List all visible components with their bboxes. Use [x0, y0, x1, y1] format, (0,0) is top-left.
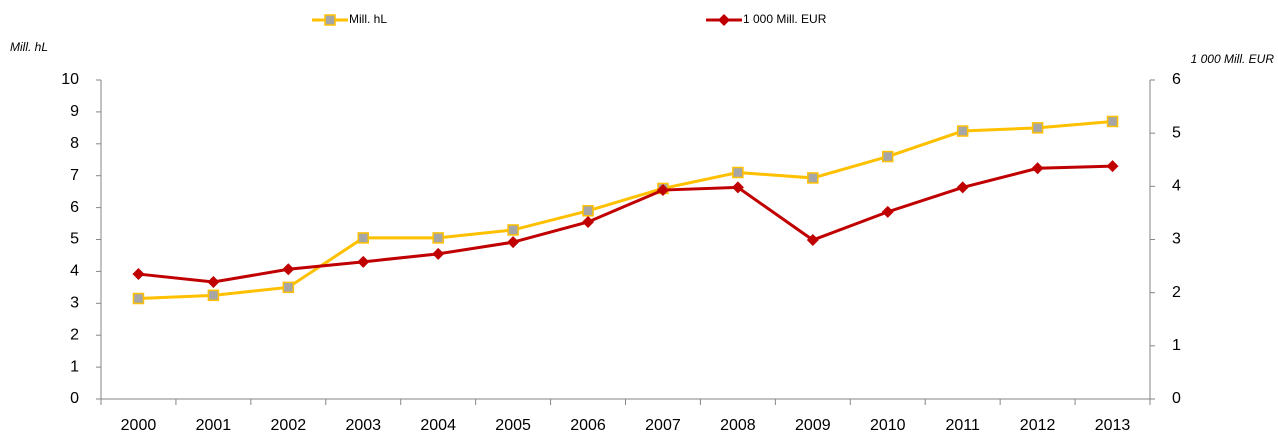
y-tick-label: 5: [70, 231, 79, 248]
marker-diamond: [357, 255, 370, 268]
y2-tick-label: 0: [1172, 390, 1181, 407]
y-tick-label: 10: [61, 71, 79, 88]
series-line: [138, 119, 1113, 301]
y-tick-label: 2: [70, 326, 79, 343]
marker-diamond: [806, 234, 819, 247]
legend-label: 1 000 Mill. EUR: [743, 12, 827, 26]
y-axis-title: Mill. hL: [10, 40, 48, 54]
marker-diamond: [207, 276, 220, 289]
x-tick-label: 2010: [870, 417, 906, 434]
y-tick-label: 6: [70, 199, 79, 216]
marker-diamond: [132, 268, 145, 281]
marker-diamond: [1031, 162, 1044, 175]
x-tick-label: 2000: [121, 417, 157, 434]
y-tick-label: 0: [70, 390, 79, 407]
y2-tick-label: 5: [1172, 124, 1181, 141]
series-line: [138, 164, 1113, 284]
y2-tick-label: 3: [1172, 231, 1181, 248]
marker-square: [1106, 115, 1119, 128]
marker-square: [282, 281, 295, 294]
x-tick-label: 2013: [1095, 417, 1131, 434]
x-tick-label: 2001: [196, 417, 232, 434]
x-tick-label: 2004: [420, 417, 456, 434]
y2-tick-label: 1: [1172, 337, 1181, 354]
x-tick-label: 2003: [345, 417, 381, 434]
marker-square: [432, 232, 444, 244]
marker-square: [882, 150, 894, 163]
legend-label: Mill. hL: [349, 12, 387, 26]
marker-square: [507, 224, 519, 236]
marker-square: [807, 172, 819, 184]
y2-axis-title: 1 000 Mill. EUR: [1191, 52, 1275, 66]
marker-square: [732, 166, 744, 179]
marker-diamond: [656, 184, 669, 197]
marker-square: [357, 232, 369, 244]
marker-square: [582, 205, 594, 217]
y-tick-label: 4: [70, 263, 79, 280]
y2-tick-label: 6: [1172, 71, 1181, 88]
marker-diamond: [432, 247, 445, 260]
y-tick-label: 1: [70, 358, 79, 375]
y2-tick-label: 2: [1172, 284, 1181, 301]
x-tick-label: 2009: [795, 417, 831, 434]
x-tick-label: 2007: [645, 417, 681, 434]
x-tick-label: 2006: [570, 417, 606, 434]
x-tick-label: 2002: [271, 417, 307, 434]
y-tick-label: 3: [70, 295, 79, 312]
x-tick-label: 2008: [720, 417, 756, 434]
marker-diamond: [507, 236, 520, 249]
marker-square: [207, 289, 220, 302]
x-tick-label: 2005: [495, 417, 531, 434]
marker-diamond: [582, 215, 595, 228]
marker-square: [132, 292, 145, 305]
marker-diamond: [282, 263, 295, 276]
y2-tick-label: 4: [1172, 178, 1181, 195]
y-tick-label: 9: [70, 103, 79, 120]
marker-diamond: [731, 181, 744, 194]
marker-square: [1031, 122, 1044, 134]
marker-square: [956, 125, 969, 137]
marker-diamond: [1106, 160, 1119, 173]
marker-diamond: [881, 205, 894, 218]
marker-diamond: [956, 181, 969, 194]
y-tick-label: 7: [70, 167, 79, 184]
legend-marker: [718, 14, 730, 26]
x-tick-label: 2011: [945, 417, 980, 434]
x-tick-label: 2012: [1020, 417, 1056, 434]
legend-marker: [324, 14, 336, 26]
y-tick-label: 8: [70, 135, 79, 152]
